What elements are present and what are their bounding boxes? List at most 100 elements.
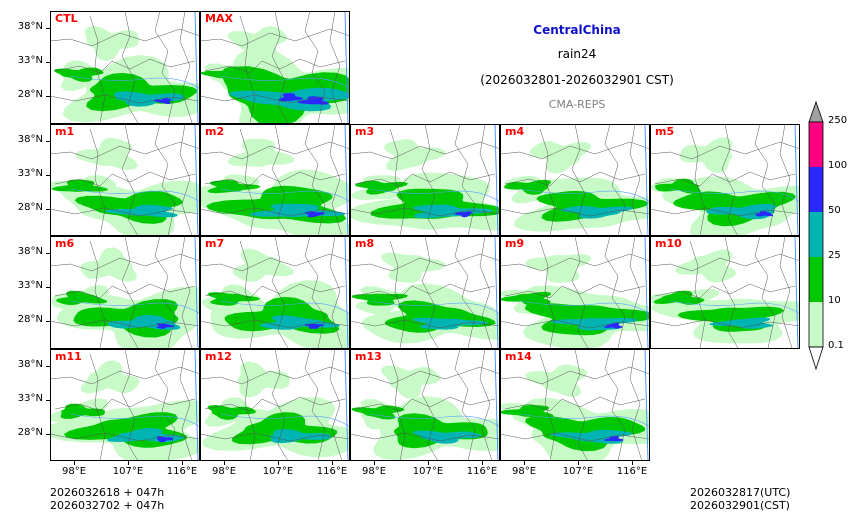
panel-label: m2 xyxy=(205,124,225,138)
rain-area-light xyxy=(679,137,733,173)
coastline xyxy=(344,348,349,461)
panel-m8: m8 xyxy=(350,236,500,349)
rain-map xyxy=(500,348,650,461)
lat-tick-mark xyxy=(46,62,50,64)
river xyxy=(69,300,200,315)
panel-label: m6 xyxy=(55,237,75,250)
coastline xyxy=(344,123,349,236)
panel-m6: m6 xyxy=(50,236,200,349)
province-boundary xyxy=(571,236,589,349)
rain-area-50 xyxy=(156,435,174,442)
lat-tick-label: 28°N xyxy=(17,314,43,326)
lon-tick-label: 107°E xyxy=(112,466,144,477)
rain-area-10 xyxy=(55,290,108,305)
province-boundary xyxy=(50,432,200,441)
province-boundary xyxy=(200,207,350,216)
province-boundary xyxy=(271,11,289,124)
province-boundary xyxy=(89,15,106,124)
lat-tick-label: 28°N xyxy=(17,201,43,213)
province-boundary xyxy=(50,141,200,159)
rain-area-10 xyxy=(500,404,554,418)
panel-m3: m3 xyxy=(350,123,500,236)
rain-area-10 xyxy=(653,290,705,305)
rain-area-50 xyxy=(603,322,623,329)
panel-m12: m12 xyxy=(200,348,350,461)
region-title: CentralChina xyxy=(533,23,621,37)
lon-tick-label: 116°E xyxy=(616,466,648,477)
lat-tick-label: 28°N xyxy=(17,426,43,438)
rain-map xyxy=(200,123,350,236)
province-boundary xyxy=(179,348,193,461)
period-title: (2026032801-2026032901 CST) xyxy=(480,73,674,87)
panel-m11: m11 xyxy=(50,348,200,461)
lat-tick-label: 38°N xyxy=(17,358,43,370)
rain-map xyxy=(200,11,350,124)
lon-tick-mark xyxy=(74,461,75,465)
river xyxy=(219,188,350,202)
province-boundary xyxy=(239,240,256,349)
rain-map xyxy=(350,348,500,461)
province-boundary xyxy=(179,123,193,236)
panel-m7: m7 xyxy=(200,236,350,349)
province-boundary xyxy=(539,240,556,349)
lon-tick-label: 116°E xyxy=(466,466,498,477)
colorbar-level-label: 25 xyxy=(828,250,841,261)
lon-tick-label: 116°E xyxy=(316,466,348,477)
panel-label: m4 xyxy=(505,124,525,138)
lon-tick-mark xyxy=(224,461,225,465)
panel-m10: m10 xyxy=(650,236,800,349)
province-boundary xyxy=(89,240,106,349)
lat-tick-mark xyxy=(46,96,50,98)
lon-tick-label: 116°E xyxy=(166,466,198,477)
province-boundary xyxy=(89,128,106,236)
rain-area-10 xyxy=(86,72,198,112)
rain-area-light xyxy=(524,254,592,283)
lat-tick-mark xyxy=(46,321,50,323)
panel-label: m13 xyxy=(355,349,382,363)
panel-m9: m9 xyxy=(500,236,650,349)
province-boundary xyxy=(571,123,589,236)
panel-m2: m2 xyxy=(200,123,350,236)
province-boundary xyxy=(200,432,350,441)
province-boundary xyxy=(500,432,650,441)
province-boundary xyxy=(121,123,139,236)
lat-tick-mark xyxy=(46,365,50,367)
panel-m13: m13 xyxy=(350,348,500,461)
rain-area-25 xyxy=(104,204,178,217)
rain-area-10 xyxy=(207,292,261,306)
province-boundary xyxy=(421,236,439,349)
lat-tick-mark xyxy=(46,287,50,289)
lon-tick-label: 107°E xyxy=(412,466,444,477)
rain-area-25 xyxy=(708,317,773,329)
province-boundary xyxy=(504,396,646,411)
lon-tick-mark xyxy=(524,461,525,465)
province-boundary xyxy=(154,236,176,349)
rain-area-10 xyxy=(53,67,104,82)
rain-map xyxy=(500,123,650,236)
rain-map xyxy=(50,11,200,124)
province-boundary xyxy=(689,240,706,349)
rain-area-light xyxy=(227,138,295,167)
river xyxy=(669,188,800,202)
river xyxy=(369,300,500,315)
coastline xyxy=(194,348,199,461)
rain-area-10 xyxy=(504,179,552,195)
province-boundary xyxy=(200,253,350,272)
province-boundary xyxy=(304,11,326,124)
river xyxy=(519,188,650,202)
source-title: CMA-REPS xyxy=(548,98,606,111)
panel-label: MAX xyxy=(205,12,233,25)
province-boundary xyxy=(200,141,350,159)
province-boundary xyxy=(504,171,646,186)
panel-label: m12 xyxy=(205,349,232,363)
province-boundary xyxy=(329,348,343,461)
rain-map xyxy=(650,123,800,236)
colorbar-segment xyxy=(809,212,823,257)
province-boundary xyxy=(421,348,439,461)
province-boundary xyxy=(650,319,800,329)
rain-map xyxy=(50,236,200,349)
province-boundary xyxy=(654,171,796,186)
province-boundary xyxy=(54,283,196,299)
province-boundary xyxy=(629,123,643,236)
province-boundary xyxy=(779,236,793,349)
